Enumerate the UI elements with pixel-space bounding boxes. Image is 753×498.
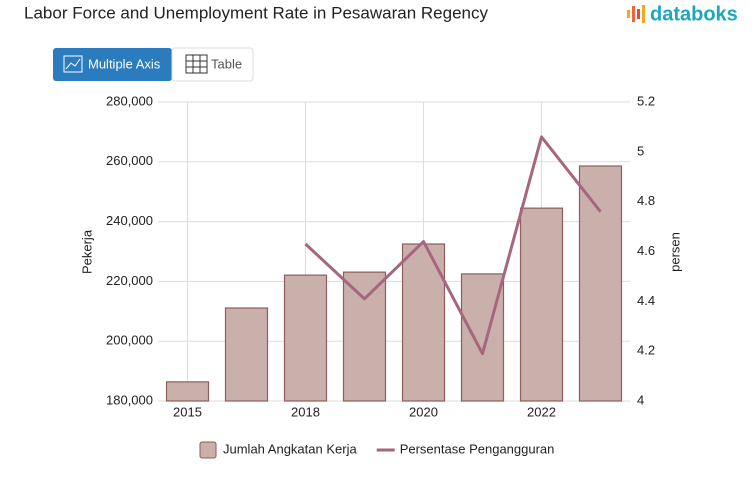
legend-swatch	[199, 441, 217, 459]
bar	[460, 273, 505, 402]
bar	[578, 165, 623, 402]
legend-label: Persentase Pengangguran	[400, 441, 555, 456]
chart-title: Labor Force and Unemployment Rate in Pes…	[24, 3, 488, 22]
logo-bar	[637, 9, 640, 19]
brand: databoks	[650, 3, 738, 25]
line	[304, 135, 602, 356]
y2-tick-label: 4.8	[637, 193, 655, 208]
logo: databoks	[627, 3, 738, 25]
logo-bar	[627, 10, 630, 18]
bar	[283, 274, 328, 402]
tab-icon	[185, 54, 208, 74]
bar	[519, 207, 564, 402]
y-tick-label: 220,000	[106, 273, 153, 288]
y-tick-label: 180,000	[106, 392, 153, 407]
y2-tick-label: 4.2	[637, 343, 655, 358]
bar	[342, 271, 387, 402]
bar	[224, 307, 269, 402]
y2-tick-label: 5.2	[637, 93, 655, 108]
y2-tick-label: 5	[637, 143, 644, 158]
y2-tick-label: 4.6	[637, 243, 655, 258]
y2-tick-label: 4.4	[637, 293, 655, 308]
y-axis-title: Pekerja	[79, 229, 94, 274]
tab-label[interactable]: Multiple Axis	[88, 56, 161, 71]
y-tick-label: 240,000	[106, 213, 153, 228]
y2-tick-label: 4	[637, 392, 644, 407]
logo-bar	[632, 6, 635, 22]
tab-active[interactable]	[53, 48, 172, 81]
tab-icon	[65, 58, 81, 70]
logo-bar	[642, 5, 645, 23]
y-tick-label: 260,000	[106, 153, 153, 168]
tab-label[interactable]: Table	[211, 56, 242, 71]
legend-label: Jumlah Angkatan Kerja	[223, 441, 357, 456]
x-tick-label: 2022	[527, 404, 556, 419]
tab-icon	[63, 55, 83, 73]
x-tick-label: 2020	[409, 404, 438, 419]
bar	[165, 381, 210, 402]
x-tick-label: 2018	[291, 404, 320, 419]
y2-axis-title: persen	[667, 232, 682, 272]
x-tick-label: 2015	[173, 404, 202, 419]
y-tick-label: 280,000	[106, 93, 153, 108]
y-tick-label: 200,000	[106, 333, 153, 348]
